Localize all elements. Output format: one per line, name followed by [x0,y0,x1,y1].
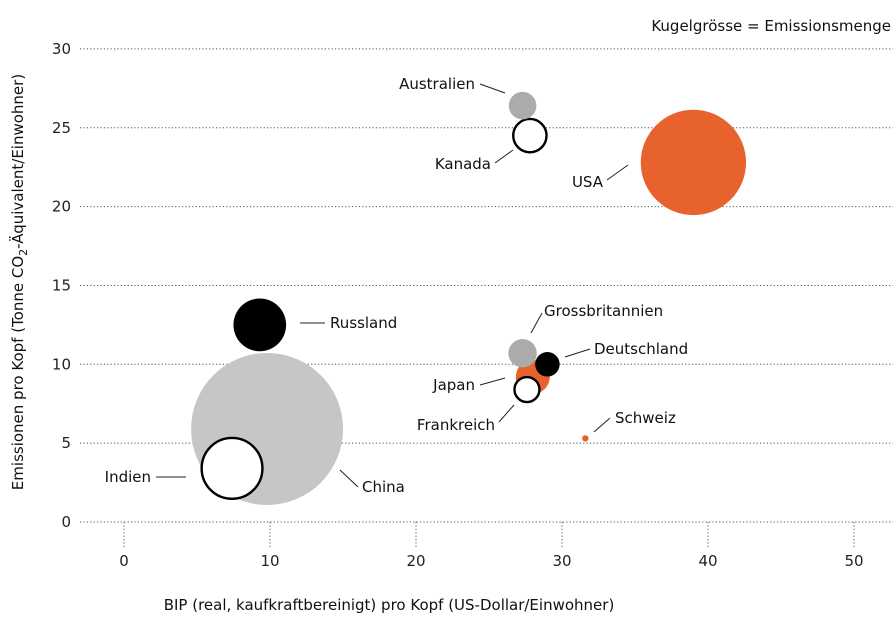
label-australien: Australien [399,75,475,93]
label-russland: Russland [330,314,397,332]
label-kanada: Kanada [435,155,491,173]
bubble-usa [640,109,747,216]
bubble-russland [233,298,287,352]
country-labels: China USA Indien Russland Japan Deutschland Gr… [105,75,688,496]
bubble-australien [508,91,537,120]
label-grossbritannien: Grossbritannien [544,302,663,320]
x-axis-title: BIP (real, kaufkraftbereinigt) pro Kopf … [164,596,615,614]
y-axis-title-subscript: 2 [17,249,30,256]
y-tick-label: 30 [52,40,71,58]
leader-schweiz [593,417,611,433]
bubble-schweiz [582,435,589,442]
label-china: China [362,478,405,496]
y-tick-label: 25 [52,119,71,137]
grid-layer [80,48,893,548]
y-tick-label: 10 [52,355,71,373]
leader-usa [606,164,629,181]
label-schweiz: Schweiz [615,409,676,427]
y-tick-label: 20 [52,198,71,216]
label-frankreich: Frankreich [417,416,495,434]
label-japan: Japan [432,376,475,394]
bubble-deutschland [535,352,560,377]
size-legend-note: Kugelgrösse = Emissionsmenge [651,17,891,35]
leader-deutschland [564,348,591,358]
bubble-kanada [512,117,548,154]
y-axis-title-main: Emissionen pro Kopf (Tonne CO [9,256,27,490]
y-axis-title: Emissionen pro Kopf (Tonne CO2-Äquivalen… [8,74,30,490]
tick-labels: 0 5 10 15 20 25 30 0 10 20 30 40 50 [52,40,864,570]
bubbles [191,91,747,505]
bubble-frankreich [513,375,541,404]
y-tick-label: 5 [61,434,71,452]
leader-lines [156,83,629,488]
bubble-indien [200,436,264,500]
leader-china [339,469,359,488]
x-tick-label: 10 [260,552,279,570]
label-deutschland: Deutschland [594,340,688,358]
label-indien: Indien [105,468,151,486]
y-tick-label: 15 [52,276,71,294]
leader-frankreich [498,404,515,423]
bubble-grossbritannien [508,339,537,368]
y-tick-label: 0 [61,513,71,531]
leader-japan [479,377,506,386]
x-tick-label: 20 [406,552,425,570]
y-axis-title-rest: -Äquivalent/Einwohner) [8,74,27,249]
leader-grossbritannien [530,312,543,334]
leader-australien [479,83,506,94]
x-tick-label: 40 [698,552,717,570]
x-tick-label: 50 [844,552,863,570]
x-tick-label: 30 [552,552,571,570]
leader-kanada [494,149,514,164]
x-tick-label: 0 [119,552,129,570]
label-usa: USA [572,173,604,191]
